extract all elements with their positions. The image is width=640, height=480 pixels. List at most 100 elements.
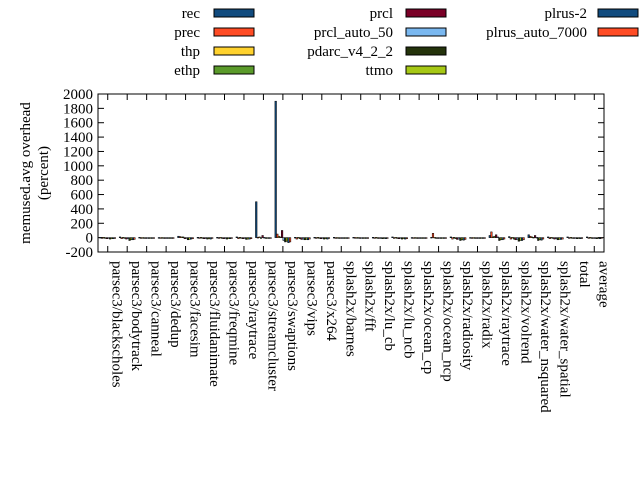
legend-label: prcl_auto_50 xyxy=(314,25,393,41)
bar xyxy=(444,237,447,239)
x-tick-label: parsec3/raytrace xyxy=(245,261,261,360)
legend-swatch xyxy=(597,8,639,18)
y-axis-label-line: memused.avg overhead xyxy=(18,102,34,244)
y-tick-label: 800 xyxy=(71,173,94,189)
legend-label: prcl xyxy=(370,6,393,22)
y-tick-label: 400 xyxy=(71,202,94,218)
legend: rec prec thp ethp prcl prcl_auto_50 pdarc_v4_2… xyxy=(174,6,639,79)
legend-swatch xyxy=(405,8,447,18)
legend-swatch xyxy=(597,27,639,37)
bar xyxy=(600,237,603,239)
x-tick-label: splash2x/radix xyxy=(479,261,495,349)
legend-swatch xyxy=(213,65,255,75)
y-tick-label: 0 xyxy=(86,231,94,247)
bar xyxy=(191,237,194,239)
y-tick-label: 200 xyxy=(71,216,94,232)
bar xyxy=(261,235,264,238)
bar xyxy=(561,237,564,240)
legend-label: plrus-2 xyxy=(545,6,588,22)
bar xyxy=(405,237,408,239)
bar xyxy=(451,237,454,240)
x-tick-label: splash2x/ocean_cp xyxy=(420,261,436,374)
x-tick-label: parsec3/fluidanimate xyxy=(206,261,222,387)
x-tick-label: parsec3/streamcluster xyxy=(264,261,280,391)
x-tick-label: splash2x/ocean_ncp xyxy=(440,261,456,382)
x-tick-label: splash2x/volrend xyxy=(517,261,533,364)
bar xyxy=(464,237,467,240)
bar xyxy=(327,237,331,239)
y-tick-label: 1400 xyxy=(63,130,93,146)
bar xyxy=(250,237,253,239)
legend-swatch xyxy=(405,46,447,56)
x-tick-label: parsec3/swaptions xyxy=(284,261,300,371)
bar xyxy=(496,236,499,238)
bar xyxy=(366,237,369,239)
bar xyxy=(118,236,122,238)
legend-swatch xyxy=(213,27,255,37)
bars xyxy=(99,100,603,243)
legend-swatch xyxy=(213,46,255,56)
bar xyxy=(230,237,233,239)
legend-swatch xyxy=(213,8,255,18)
y-tick-label: 1600 xyxy=(63,116,93,132)
bar xyxy=(503,237,506,240)
bar xyxy=(542,237,545,240)
x-tick-label: parsec3/freqmine xyxy=(226,261,242,365)
y-tick-label: 2000 xyxy=(63,87,93,103)
legend-label: thp xyxy=(181,44,200,60)
x-tick-label: parsec3/x264 xyxy=(323,261,339,341)
legend-swatch xyxy=(405,65,447,75)
x-tick-label: parsec3/bodytrack xyxy=(128,261,144,371)
bar xyxy=(495,234,498,238)
bar xyxy=(391,236,394,238)
bar xyxy=(172,237,175,239)
legend-swatch xyxy=(405,27,447,37)
bar xyxy=(522,237,525,241)
bar xyxy=(509,237,512,240)
bar xyxy=(386,237,389,239)
bar xyxy=(490,231,493,238)
bar xyxy=(182,236,185,238)
bar xyxy=(295,237,298,240)
y-tick-label: -200 xyxy=(66,245,94,261)
bar xyxy=(449,236,452,238)
x-tick-label: average xyxy=(595,261,611,308)
x-tick-label: parsec3/facesim xyxy=(187,261,203,358)
y-axis-label-line: (percent) xyxy=(36,146,52,200)
y-tick-label: 1200 xyxy=(63,144,93,160)
x-tick-label: total xyxy=(576,261,592,288)
bar xyxy=(274,100,277,238)
x-tick-label: parsec3/canneal xyxy=(148,261,164,357)
y-axis: -200020040060080010001200140016001800200… xyxy=(63,87,604,261)
bar xyxy=(308,237,311,240)
x-tick-label: splash2x/raytrace xyxy=(498,261,514,366)
x-axis: parsec3/blackscholes parsec3/bodytrack par… xyxy=(107,94,611,413)
bar xyxy=(113,237,116,239)
y-axis-label: memused.avg overhead (percent) xyxy=(18,102,52,244)
y-tick-label: 600 xyxy=(71,188,94,204)
x-tick-label: parsec3/blackscholes xyxy=(109,261,125,388)
bar xyxy=(255,201,258,238)
bar xyxy=(508,236,511,238)
bar xyxy=(483,237,486,239)
x-tick-label: parsec3/dedup xyxy=(167,261,183,348)
bar xyxy=(152,237,155,239)
bar xyxy=(547,236,550,238)
bar xyxy=(425,237,428,239)
bar xyxy=(289,237,292,243)
x-tick-label: splash2x/water_spatial xyxy=(556,261,572,398)
bar xyxy=(580,237,584,239)
plot-frame xyxy=(97,93,605,253)
x-tick-label: splash2x/water_nsquared xyxy=(537,261,553,413)
x-tick-label: parsec3/vips xyxy=(303,261,319,336)
x-tick-label: splash2x/lu_ncb xyxy=(401,261,417,359)
bar xyxy=(281,230,284,238)
bar xyxy=(586,236,589,238)
bar xyxy=(566,236,569,238)
y-tick-label: 1000 xyxy=(63,159,93,175)
bar xyxy=(276,233,279,238)
bar xyxy=(235,236,238,238)
legend-label: ethp xyxy=(174,63,200,79)
x-tick-label: splash2x/radiosity xyxy=(459,261,475,371)
